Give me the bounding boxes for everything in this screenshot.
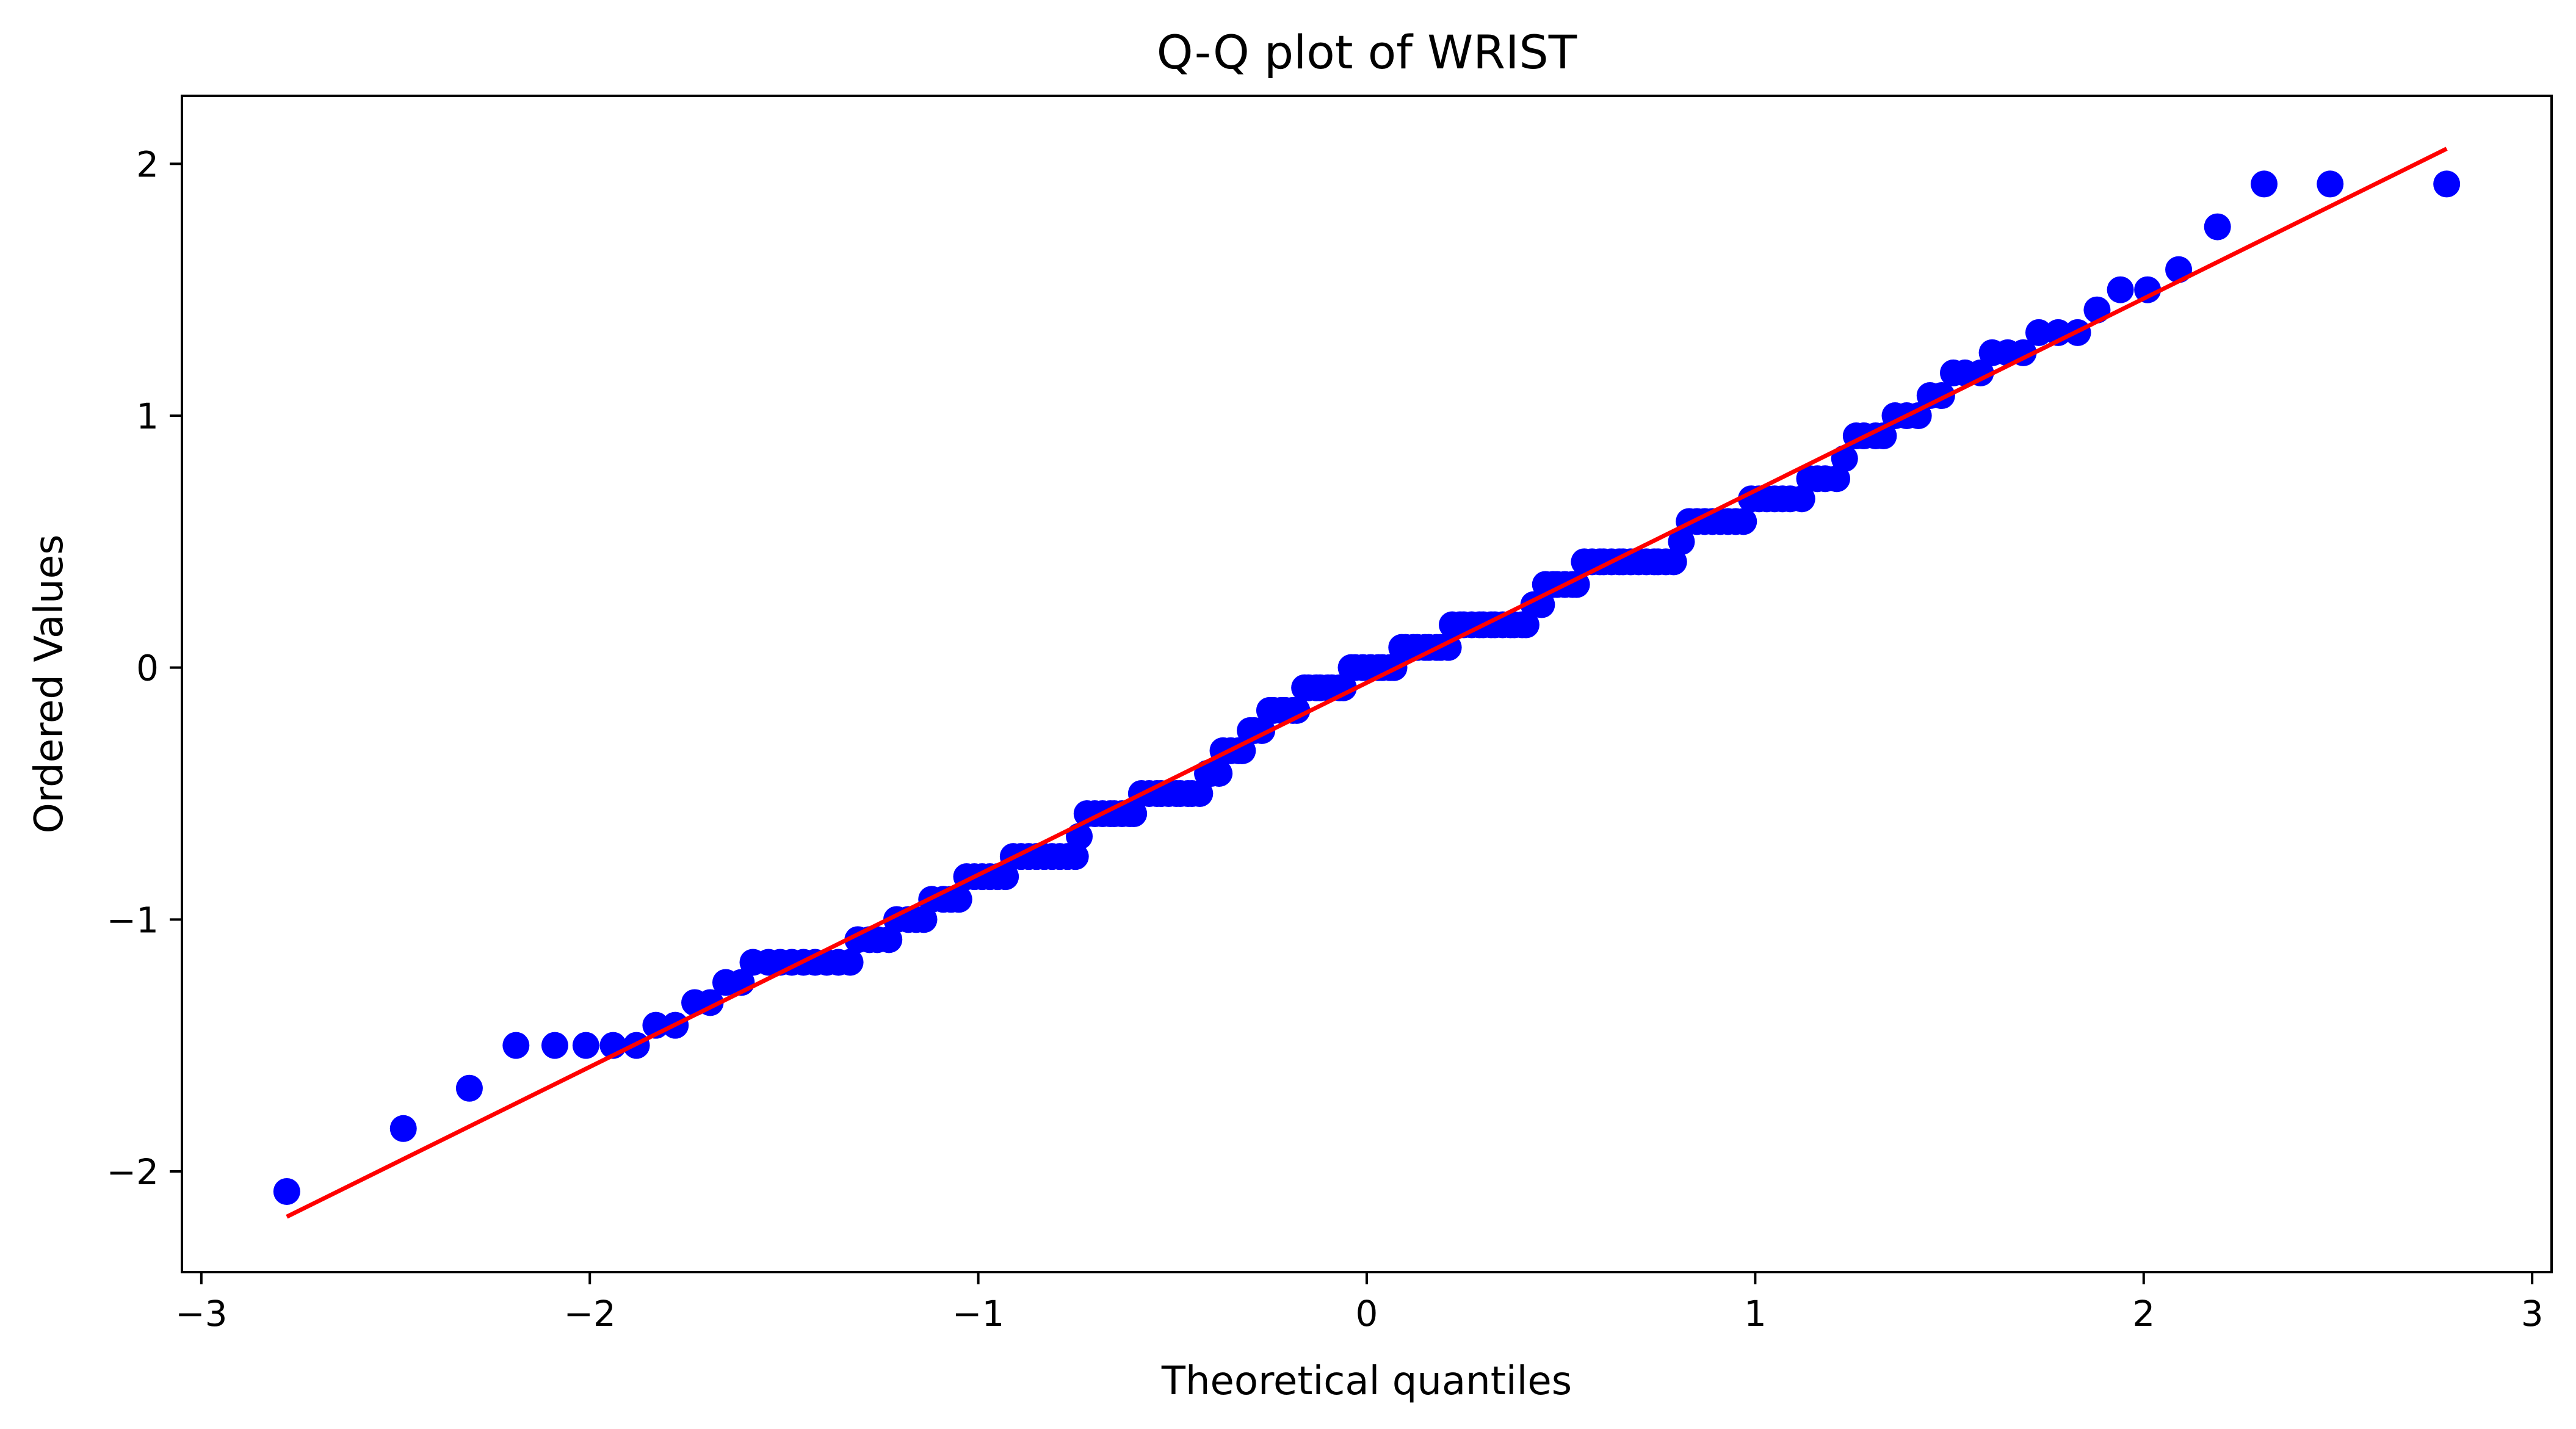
data-point [1788, 485, 1815, 513]
data-point [1283, 696, 1311, 724]
y-axis-label: Ordered Values [27, 535, 72, 834]
x-tick-label: −1 [952, 1293, 1005, 1334]
y-tick-label: −1 [107, 899, 159, 941]
x-tick-label: −3 [175, 1293, 228, 1334]
data-point [2251, 170, 2278, 198]
data-point [389, 1115, 417, 1142]
data-point [1229, 737, 1256, 764]
x-tick-label: 0 [1356, 1293, 1378, 1334]
x-tick-label: 2 [2132, 1293, 2155, 1334]
fit-line [286, 147, 2448, 1219]
y-tick-label: 2 [136, 143, 159, 185]
data-point [1668, 528, 1695, 555]
data-point [1186, 780, 1214, 807]
data-point [273, 1178, 300, 1205]
data-point [1823, 465, 1851, 493]
x-tick-label: −2 [563, 1293, 616, 1334]
y-tick-label: 1 [136, 396, 159, 437]
y-tick-label: −2 [107, 1151, 159, 1193]
data-point [1206, 759, 1233, 787]
data-point [502, 1032, 530, 1059]
data-point [910, 906, 938, 933]
data-point [2317, 170, 2344, 198]
data-point [1967, 359, 1994, 386]
data-point [2025, 319, 2052, 346]
fit-line-layer [286, 147, 2448, 1219]
x-tick-label: 3 [2521, 1293, 2544, 1334]
scatter-points [273, 170, 2461, 1205]
data-point [1660, 548, 1687, 576]
axes: −3 −2 −1 0 1 2 3 −2 −1 0 1 2 [107, 95, 2553, 1334]
data-point [2134, 276, 2162, 303]
data-point [992, 863, 1019, 891]
data-point [541, 1032, 568, 1059]
data-point [455, 1074, 483, 1102]
data-point [1330, 674, 1357, 701]
data-point [2204, 213, 2231, 241]
data-point [572, 1032, 599, 1059]
data-point [836, 949, 864, 976]
data-point [945, 886, 972, 913]
data-point [1062, 843, 1089, 870]
data-point [1512, 611, 1539, 639]
data-point [875, 926, 903, 953]
x-tick-label: 1 [1744, 1293, 1767, 1334]
data-point [1730, 508, 1757, 535]
data-point [2107, 276, 2134, 303]
chart-title: Q-Q plot of WRIST [1157, 25, 1577, 79]
x-axis-label: Theoretical quantiles [1161, 1359, 1572, 1404]
y-tick-label: 0 [136, 648, 159, 689]
data-point [1120, 800, 1148, 828]
data-point [2433, 170, 2461, 198]
